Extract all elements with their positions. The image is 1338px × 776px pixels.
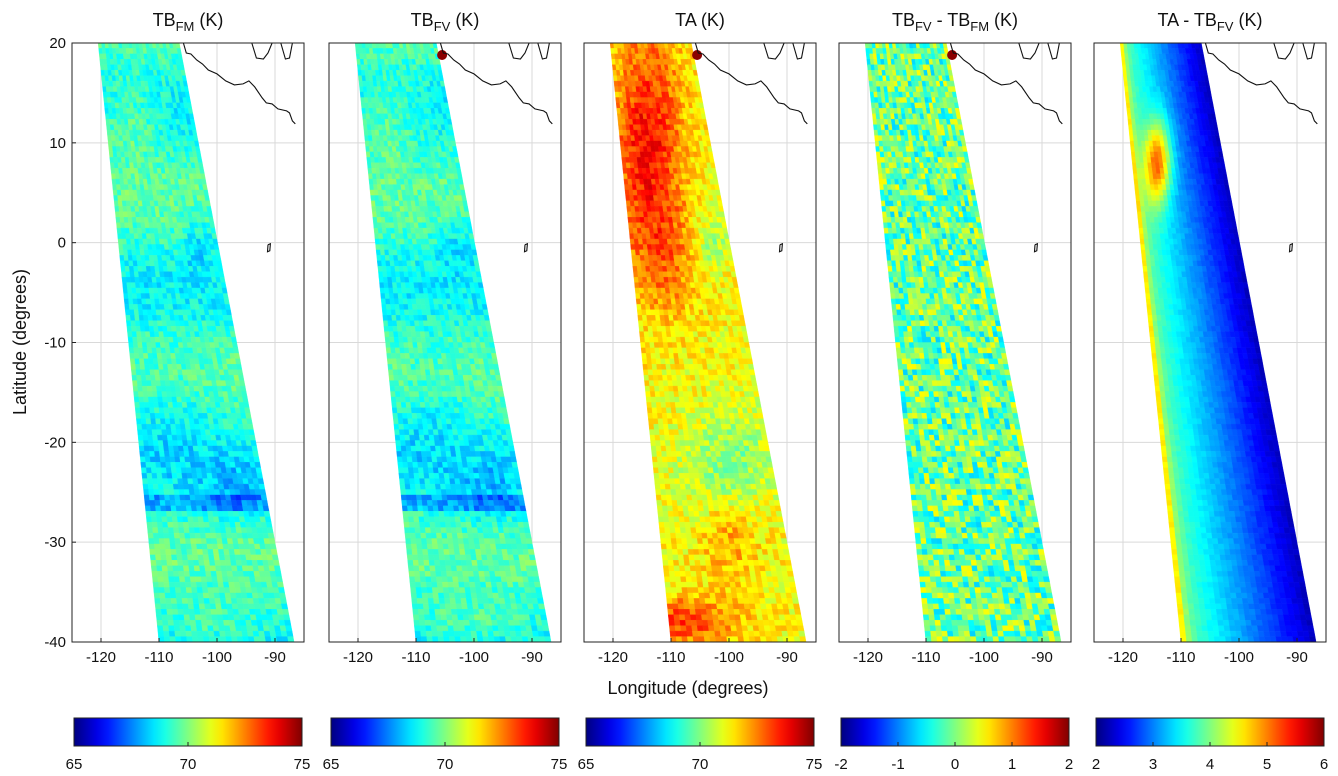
colorbar-tick-label: 65: [323, 756, 340, 773]
coastline: [1204, 43, 1318, 253]
x-tick-label: -120: [853, 649, 883, 666]
colorbar-tick-label: -1: [891, 756, 904, 773]
x-tick-label: -100: [202, 649, 232, 666]
colorbar-tick-label: 2: [1092, 756, 1100, 773]
colorbar-tick-label: 3: [1149, 756, 1157, 773]
swath-heatmap: [864, 43, 1062, 642]
map-panel-1: -120 -110 -100 -90 20 10 0 -10 -20 -30 -40 TBFM (K)…: [44, 10, 310, 773]
coastal-hotspot: [692, 49, 703, 60]
axes-box: [583, 42, 817, 643]
colorbar-tick-label: 4: [1206, 756, 1214, 773]
swath-heatmap: [609, 43, 807, 642]
panel-title: TBFV - TBFM (K): [892, 10, 1018, 34]
galapagos-island: [523, 242, 529, 253]
colorbar: [840, 717, 1070, 747]
x-tick-label: -110: [145, 649, 174, 666]
x-tick-label: -120: [343, 649, 373, 666]
y-tick-label: -20: [44, 434, 66, 451]
colorbar: [1095, 717, 1325, 747]
colorbar-tick-label: 2: [1065, 756, 1073, 773]
panel-title: TBFV (K): [411, 10, 480, 34]
coastal-hotspot: [437, 49, 448, 60]
galapagos-island: [266, 242, 272, 253]
panel-title: TA - TBFV (K): [1158, 10, 1263, 34]
axes-box: [838, 42, 1072, 643]
swath-heatmap: [97, 43, 295, 642]
axes-box: [1093, 42, 1327, 643]
colorbar-tick-label: 70: [437, 756, 454, 773]
x-tick-label: -100: [459, 649, 489, 666]
coastline: [949, 43, 1063, 253]
colorbar-tick-label: 65: [66, 756, 83, 773]
colorbar-tick-label: 75: [806, 756, 823, 773]
x-tick-label: -110: [912, 649, 941, 666]
colorbar-tick-label: 1: [1008, 756, 1016, 773]
map-panel-2: -120 -110 -100 -90 TBFV (K) 65 70 75: [323, 10, 568, 773]
x-tick-label: -110: [402, 649, 431, 666]
x-tick-label: -120: [598, 649, 628, 666]
galapagos-island: [1033, 242, 1039, 253]
x-tick-label: -110: [657, 649, 686, 666]
galapagos-island: [778, 242, 784, 253]
y-tick-label: -30: [44, 534, 66, 551]
x-tick-label: -90: [1286, 649, 1308, 666]
colorbar-tick-label: 70: [692, 756, 709, 773]
y-axis-label: Latitude (degrees): [10, 269, 30, 415]
colorbar-tick-label: 75: [551, 756, 568, 773]
colorbar-tick-label: 6: [1320, 756, 1328, 773]
x-tick-label: -120: [86, 649, 116, 666]
x-tick-label: -110: [1167, 649, 1196, 666]
swath-heatmap: [1119, 43, 1317, 642]
colorbar: [585, 717, 815, 747]
x-tick-label: -120: [1108, 649, 1138, 666]
x-tick-label: -100: [1224, 649, 1254, 666]
colorbar-tick-label: -2: [834, 756, 847, 773]
x-tick-label: -100: [969, 649, 999, 666]
galapagos-island: [1288, 242, 1294, 253]
map-panel-4: -120 -110 -100 -90 TBFV - TBFM (K) -2 -1 0 1 2: [834, 10, 1073, 773]
colorbar-tick-label: 5: [1263, 756, 1271, 773]
colorbar-tick-label: 70: [180, 756, 197, 773]
panel-title: TA (K): [675, 10, 725, 30]
y-tick-label: -10: [44, 335, 66, 352]
map-panel-3: -120 -110 -100 -90 TA (K) 65 70 75: [578, 10, 823, 773]
y-tick-label: 10: [49, 135, 66, 152]
map-panel-5: -120 -110 -100 -90 TA - TBFV (K) 2 3 4 5 6: [1092, 10, 1328, 773]
colorbar-tick-label: 0: [951, 756, 959, 773]
y-tick-label: -40: [44, 634, 66, 651]
coastline: [694, 43, 808, 253]
colorbar-tick-label: 65: [578, 756, 595, 773]
swath-heatmap: [354, 43, 552, 642]
axes-box: [328, 42, 562, 643]
x-tick-label: -100: [714, 649, 744, 666]
y-tick-label: 20: [49, 35, 66, 52]
panel-title: TBFM (K): [153, 10, 224, 34]
x-tick-label: -90: [1031, 649, 1053, 666]
x-tick-label: -90: [776, 649, 798, 666]
coastline: [439, 43, 553, 253]
x-axis-label: Longitude (degrees): [607, 678, 768, 698]
y-tick-label: 0: [58, 235, 66, 252]
x-tick-label: -90: [521, 649, 543, 666]
colorbar-tick-label: 75: [294, 756, 311, 773]
colorbar: [330, 717, 560, 747]
coastline: [182, 43, 296, 253]
coastal-hotspot: [947, 49, 958, 60]
colorbar: [73, 717, 303, 747]
x-tick-label: -90: [264, 649, 286, 666]
